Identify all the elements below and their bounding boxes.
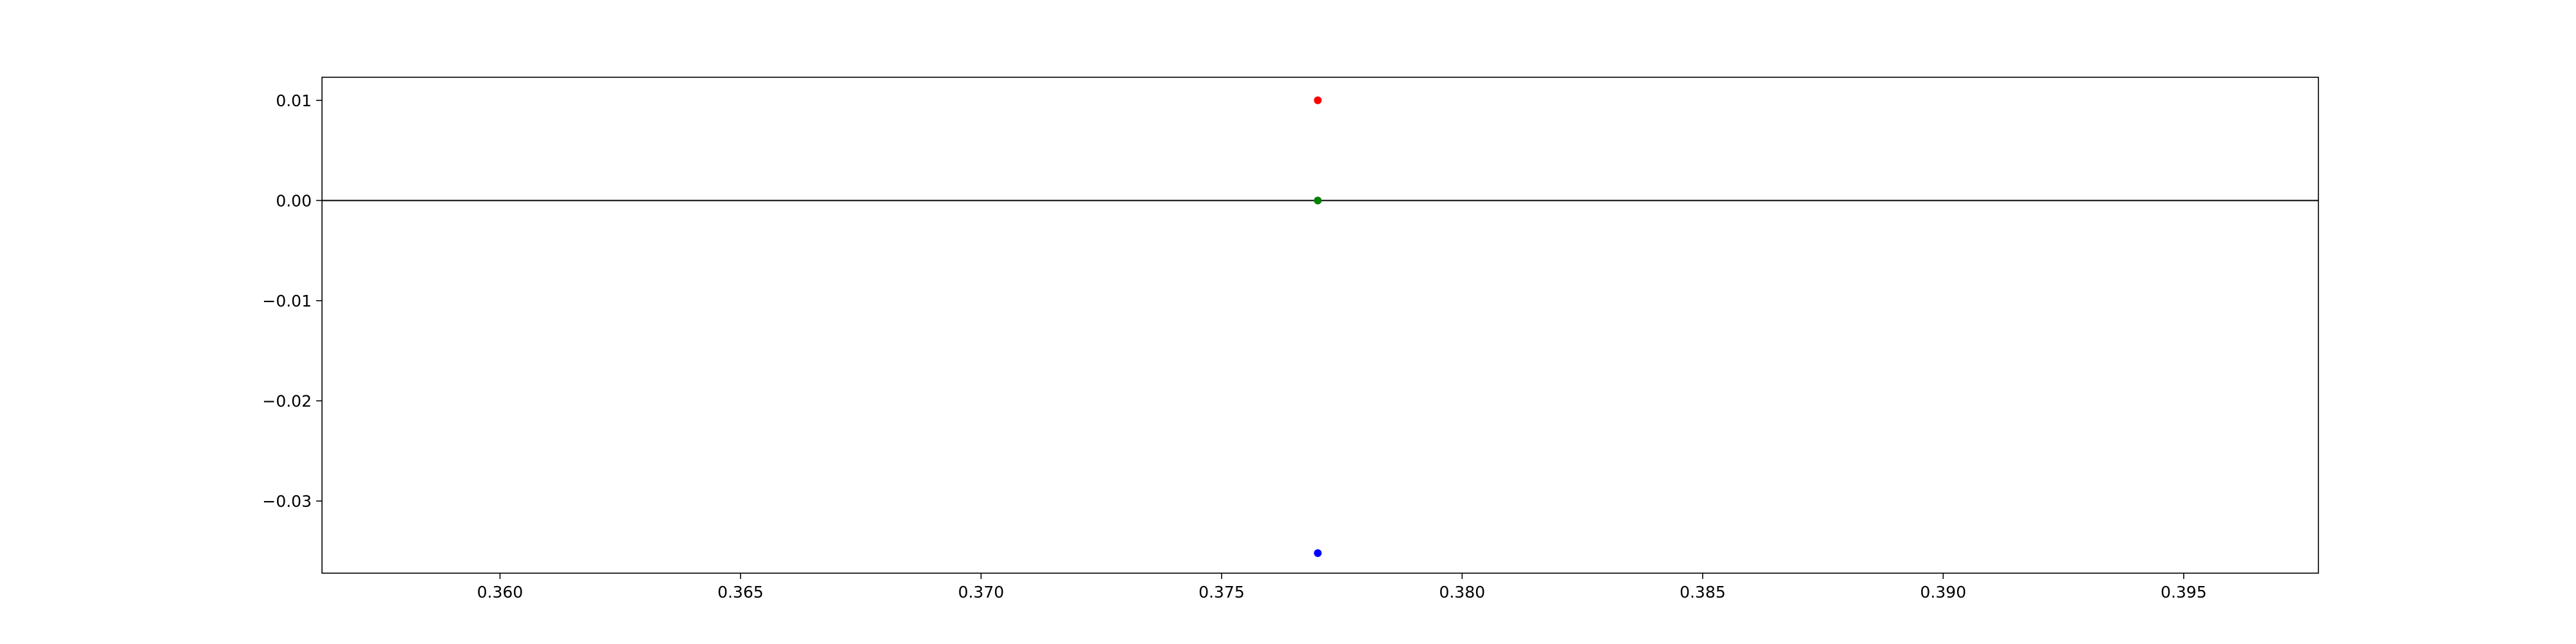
y-tick-label: 0.00 xyxy=(276,191,312,210)
data-point xyxy=(1314,196,1322,205)
x-tick-label: 0.370 xyxy=(958,583,1005,601)
y-tick-label: −0.01 xyxy=(262,292,312,310)
y-tick-label: −0.03 xyxy=(262,492,312,511)
x-tick-label: 0.360 xyxy=(477,583,524,601)
y-tick-label: 0.01 xyxy=(276,91,312,110)
x-axis-ticks: 0.360 0.365 0.370 0.375 0.380 0.385 0.390 0.395 xyxy=(477,573,2207,601)
y-axis-ticks: 0.01 0.00 −0.01 −0.02 −0.03 xyxy=(262,91,322,511)
data-points-layer xyxy=(1314,96,1322,557)
y-tick-label: −0.02 xyxy=(262,392,312,410)
x-tick-label: 0.395 xyxy=(2161,583,2207,601)
plot-area-frame xyxy=(321,77,2319,574)
data-point xyxy=(1314,549,1322,557)
x-tick-label: 0.380 xyxy=(1439,583,1486,601)
x-tick-label: 0.385 xyxy=(1680,583,1726,601)
x-tick-label: 0.390 xyxy=(1920,583,1967,601)
x-tick-label: 0.365 xyxy=(717,583,764,601)
data-point xyxy=(1314,96,1322,104)
x-tick-label: 0.375 xyxy=(1198,583,1245,601)
